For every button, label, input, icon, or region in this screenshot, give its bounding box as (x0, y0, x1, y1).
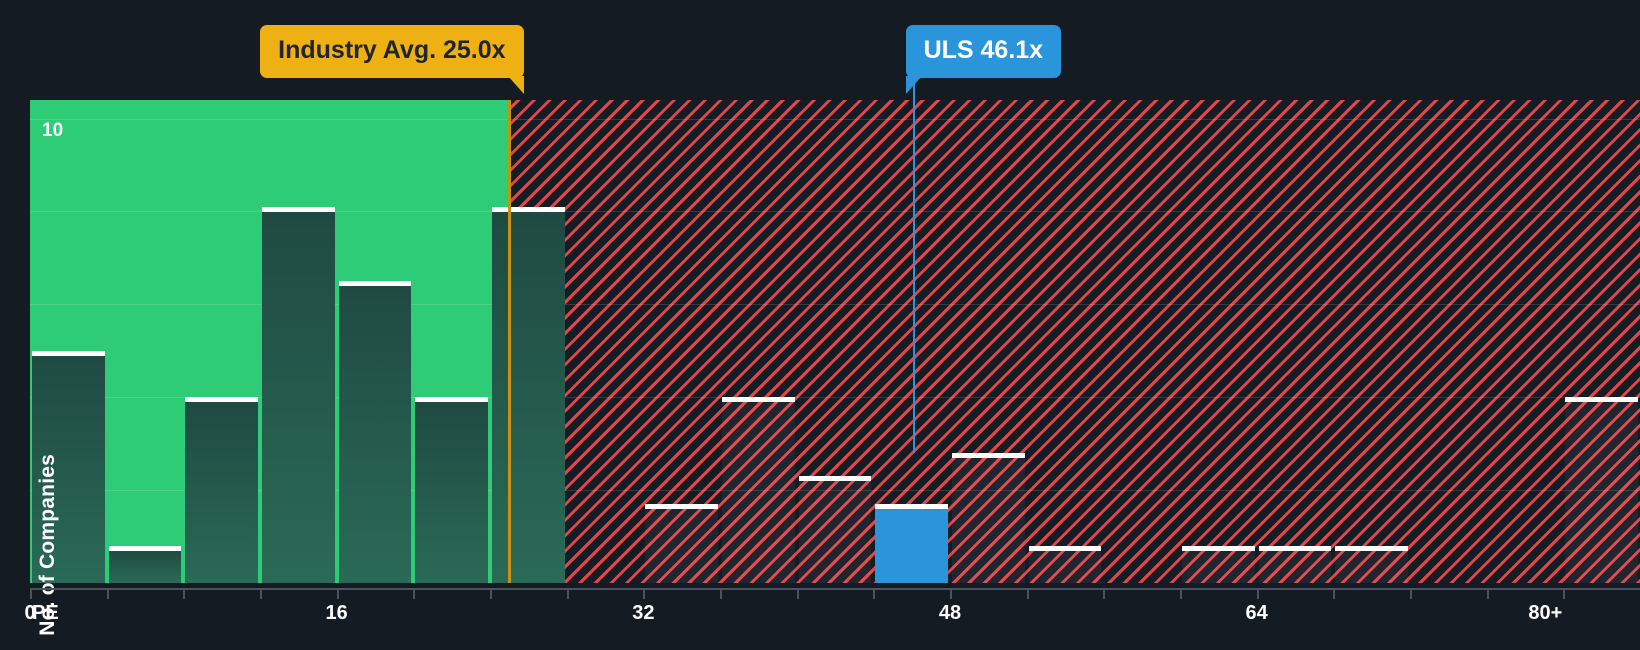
bar-body (798, 481, 872, 583)
x-axis-tick (336, 588, 339, 599)
x-axis-tick (720, 588, 722, 599)
gridline (30, 118, 1640, 120)
overvalued-zone (509, 100, 1640, 583)
x-axis-line (30, 588, 1640, 590)
x-axis-label: 32 (632, 602, 655, 624)
bar[interactable] (1258, 545, 1332, 583)
gridline (30, 211, 1640, 213)
x-axis-tick (260, 588, 262, 599)
industry-average-callout[interactable]: Industry Avg. 25.0x (260, 25, 524, 94)
bar[interactable] (952, 452, 1025, 583)
company-callout-label: ULS 46.1x (923, 36, 1044, 64)
bar-cap (722, 397, 795, 403)
x-axis-tick (950, 588, 952, 599)
bar-body (722, 402, 795, 583)
bar-body (875, 509, 948, 583)
industry-average-line (508, 100, 512, 583)
x-axis-tick (106, 588, 109, 599)
bar-body (645, 509, 718, 583)
x-axis-tick (566, 588, 569, 599)
bar-cap (1335, 545, 1408, 551)
bar[interactable] (645, 504, 718, 583)
x-axis-label: 0 (24, 602, 36, 624)
bar-cap (415, 397, 488, 403)
bar-body (185, 402, 258, 583)
bar-cap (338, 281, 412, 287)
bar[interactable] (1335, 545, 1408, 583)
x-axis-tick (796, 588, 799, 599)
bar-cap (1028, 545, 1102, 551)
bar-body (492, 211, 565, 583)
bar-body (1565, 402, 1638, 583)
x-axis-tick (30, 588, 32, 599)
company-marker-line (912, 75, 915, 453)
x-axis-label: 64 (1245, 602, 1268, 624)
bar[interactable] (722, 397, 795, 583)
bar-body (1258, 550, 1332, 583)
bar-cap (952, 452, 1025, 458)
bar-cap (492, 206, 565, 212)
bar-cap (645, 504, 718, 510)
bar-cap (262, 206, 335, 212)
bar-body (415, 402, 488, 583)
bar-cap (1258, 545, 1332, 551)
x-axis-label: 16 (325, 602, 348, 624)
bar-cap (798, 476, 872, 482)
bar-company-highlight[interactable] (875, 504, 948, 583)
x-axis-tick (1410, 588, 1412, 599)
bar[interactable] (262, 206, 335, 583)
bar-cap (1565, 397, 1638, 403)
bar[interactable] (338, 281, 412, 583)
bar[interactable] (32, 350, 105, 583)
bar[interactable] (415, 397, 488, 583)
x-axis-tick (1333, 588, 1336, 599)
bar[interactable] (798, 476, 872, 583)
bar-body (1182, 550, 1255, 583)
bar-body (32, 355, 105, 583)
bar[interactable] (1182, 545, 1255, 583)
x-axis-tick (1180, 588, 1182, 599)
industry-average-callout-label: Industry Avg. 25.0x (278, 36, 506, 64)
bar[interactable] (492, 206, 565, 583)
x-axis-tick (183, 588, 186, 599)
bar-cap (1182, 545, 1255, 551)
x-axis-title: PE (32, 602, 59, 624)
callout-tail (905, 76, 922, 94)
x-axis-tick (490, 588, 492, 599)
bar[interactable] (1565, 397, 1638, 583)
x-axis-tick (1563, 588, 1566, 599)
x-axis-label: 48 (938, 602, 962, 624)
x-axis-tick (1026, 588, 1029, 599)
bar-body (262, 211, 335, 583)
bar-cap (875, 504, 948, 510)
x-axis-tick (643, 588, 646, 599)
gridline (30, 397, 1640, 399)
bar[interactable] (185, 397, 258, 583)
x-axis-tick (413, 588, 416, 599)
x-axis-tick (873, 588, 876, 599)
x-axis-label: 80+ (1528, 602, 1563, 624)
bar-cap (32, 350, 105, 356)
bar-cap (108, 545, 182, 551)
plot-area (30, 100, 1640, 583)
callout-tail (507, 76, 524, 94)
gridline (30, 304, 1640, 306)
bar-cap (185, 397, 258, 403)
bar-body (108, 550, 182, 583)
company-callout[interactable]: ULS 46.1x (905, 25, 1062, 94)
y-axis-top-label: 10 (42, 120, 64, 141)
bar-body (1028, 550, 1102, 583)
x-axis-tick (1256, 588, 1259, 599)
bar-body (338, 286, 412, 583)
x-axis-tick (1486, 588, 1489, 599)
gridline (30, 490, 1640, 492)
bar-body (1335, 550, 1408, 583)
bar[interactable] (108, 545, 182, 583)
bar[interactable] (1028, 545, 1102, 583)
bar-body (952, 457, 1025, 583)
x-axis-tick (1103, 588, 1106, 599)
